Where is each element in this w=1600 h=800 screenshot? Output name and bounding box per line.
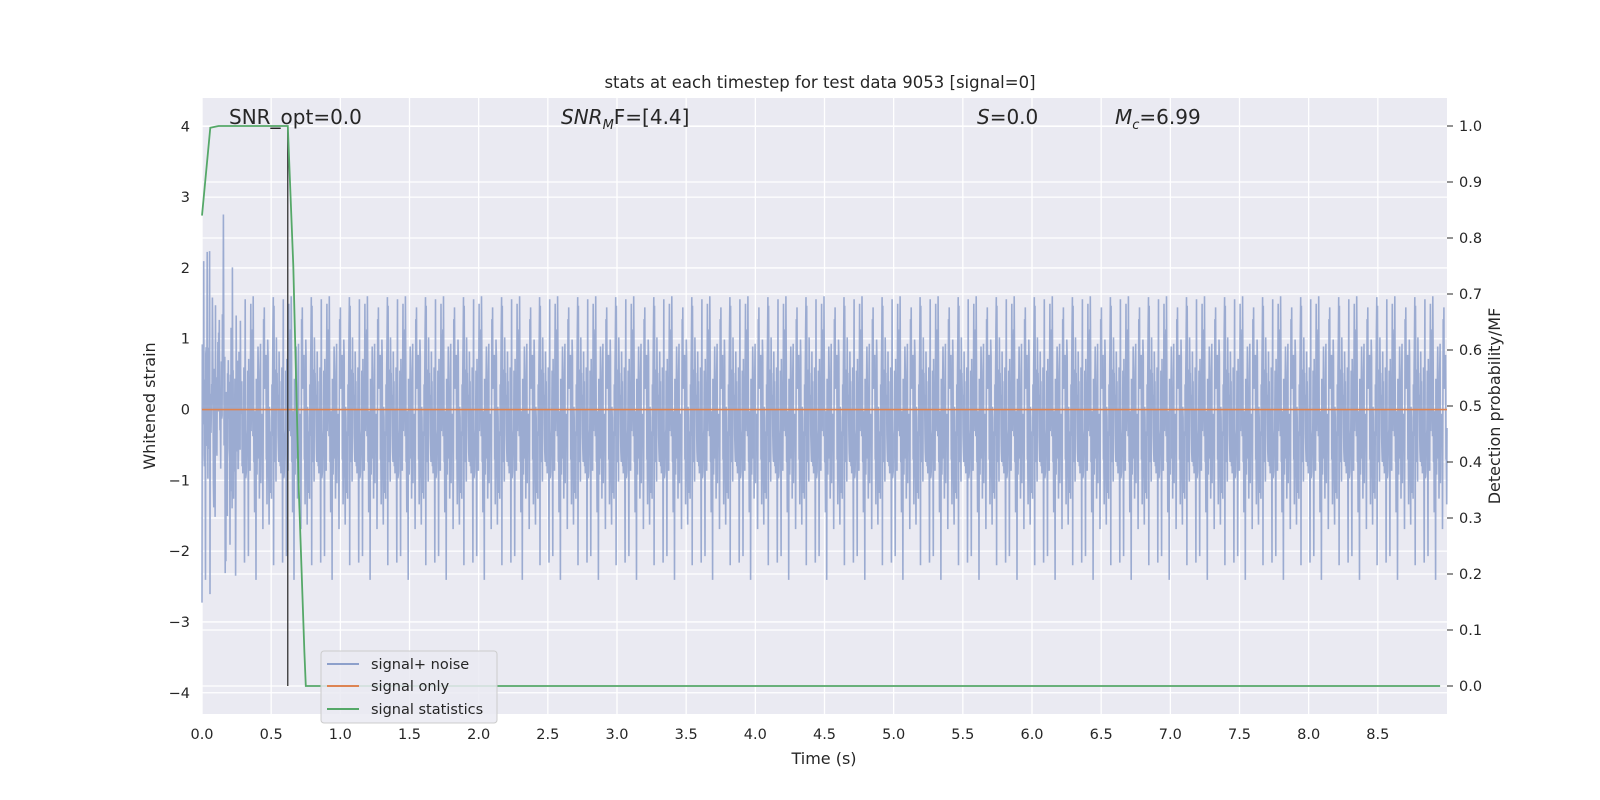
x-axis-ticks: 0.0 0.5 1.0 1.5 2.0 2.5 3.0 3.5 4.0 4.5 5.0 5.5 6.0 6… bbox=[190, 727, 1389, 743]
right-y-tick-label: 0.5 bbox=[1459, 399, 1482, 415]
y-axis-ticks: 4 3 2 1 0 −1 −2 −3 −4 bbox=[169, 119, 190, 701]
x-tick-label: 8.5 bbox=[1366, 727, 1389, 743]
y-tick-label: 0 bbox=[181, 403, 190, 419]
x-axis-title: Time (s) bbox=[790, 749, 856, 768]
right-y-tick-label: 0.3 bbox=[1459, 511, 1482, 527]
annotation-snr-mf-symbol: SNR bbox=[561, 105, 603, 129]
x-tick-label: 7.0 bbox=[1159, 727, 1182, 743]
right-y-tick-label: 1.0 bbox=[1459, 119, 1482, 135]
annotations: SNR_opt=0.0 SNRMF=[4.4] S=0.0 Mc=6.99 bbox=[229, 105, 1201, 133]
annotation-snr-mf: SNRMF=[4.4] bbox=[561, 105, 689, 133]
x-tick-label: 3.0 bbox=[605, 727, 628, 743]
x-tick-label: 6.0 bbox=[1020, 727, 1043, 743]
x-tick-label: 4.0 bbox=[744, 727, 767, 743]
x-tick-label: 1.0 bbox=[329, 727, 352, 743]
right-y-axis-title: Detection probability/MF bbox=[1485, 308, 1504, 505]
right-y-tick-label: 0.8 bbox=[1459, 231, 1482, 247]
annotation-mc-value: =6.99 bbox=[1139, 105, 1200, 129]
y-tick-label: −4 bbox=[169, 686, 190, 702]
annotation-s-value: =0.0 bbox=[990, 105, 1039, 129]
right-y-tick-label: 0.0 bbox=[1459, 679, 1482, 695]
annotation-mc-subscript: c bbox=[1132, 118, 1139, 133]
right-y-tick-label: 0.9 bbox=[1459, 175, 1482, 191]
annotation-snr-mf-value: F=[4.4] bbox=[614, 105, 690, 129]
x-tick-label: 7.5 bbox=[1228, 727, 1251, 743]
signal-statistics-line bbox=[201, 125, 1441, 687]
x-tick-label: 0.0 bbox=[190, 727, 213, 743]
right-y-tick-label: 0.4 bbox=[1459, 455, 1482, 471]
right-y-axis-ticks: 1.0 0.9 0.8 0.7 0.6 0.5 0.4 0.3 0.2 0.1 0.0 bbox=[1447, 119, 1482, 695]
y-tick-label: −1 bbox=[169, 473, 190, 489]
signal-plus-noise-line bbox=[201, 214, 1448, 603]
annotation-s: S=0.0 bbox=[977, 105, 1038, 129]
x-tick-label: 2.0 bbox=[467, 727, 490, 743]
legend: signal+ noise signal only signal statist… bbox=[320, 650, 498, 724]
series-signal-plus-noise bbox=[201, 214, 1448, 603]
right-y-tick-label: 0.7 bbox=[1459, 287, 1482, 303]
x-tick-label: 0.5 bbox=[260, 727, 283, 743]
x-tick-label: 6.5 bbox=[1090, 727, 1113, 743]
y-tick-label: 1 bbox=[181, 332, 190, 348]
right-y-tick-label: 0.6 bbox=[1459, 343, 1482, 359]
annotation-mc: Mc=6.99 bbox=[1115, 105, 1201, 133]
y-tick-label: 4 bbox=[181, 119, 190, 135]
y-tick-label: 3 bbox=[181, 190, 190, 206]
legend-box bbox=[320, 650, 498, 724]
legend-label-signal-plus-noise: signal+ noise bbox=[371, 657, 469, 673]
legend-label-signal-only: signal only bbox=[371, 679, 450, 695]
y-tick-label: −2 bbox=[169, 544, 190, 560]
right-y-tick-label: 0.1 bbox=[1459, 623, 1482, 639]
annotation-snr-mf-subscript: M bbox=[603, 118, 614, 133]
x-tick-label: 1.5 bbox=[398, 727, 421, 743]
right-y-tick-label: 0.2 bbox=[1459, 567, 1482, 583]
legend-label-signal-statistics: signal statistics bbox=[371, 702, 483, 718]
annotation-mc-symbol: M bbox=[1115, 105, 1132, 129]
y-axis-title: Whitened strain bbox=[140, 342, 159, 469]
x-tick-label: 5.5 bbox=[951, 727, 974, 743]
x-tick-label: 3.5 bbox=[675, 727, 698, 743]
x-tick-label: 4.5 bbox=[813, 727, 836, 743]
x-tick-label: 5.0 bbox=[882, 727, 905, 743]
x-tick-label: 2.5 bbox=[536, 727, 559, 743]
y-tick-label: 2 bbox=[181, 261, 190, 277]
y-tick-label: −3 bbox=[169, 615, 190, 631]
chart-title: stats at each timestep for test data 905… bbox=[604, 73, 1035, 92]
series-lines bbox=[201, 125, 1447, 687]
x-tick-label: 8.0 bbox=[1297, 727, 1320, 743]
annotation-snr-opt: SNR_opt=0.0 bbox=[229, 105, 362, 129]
annotation-s-symbol: S bbox=[977, 105, 990, 129]
